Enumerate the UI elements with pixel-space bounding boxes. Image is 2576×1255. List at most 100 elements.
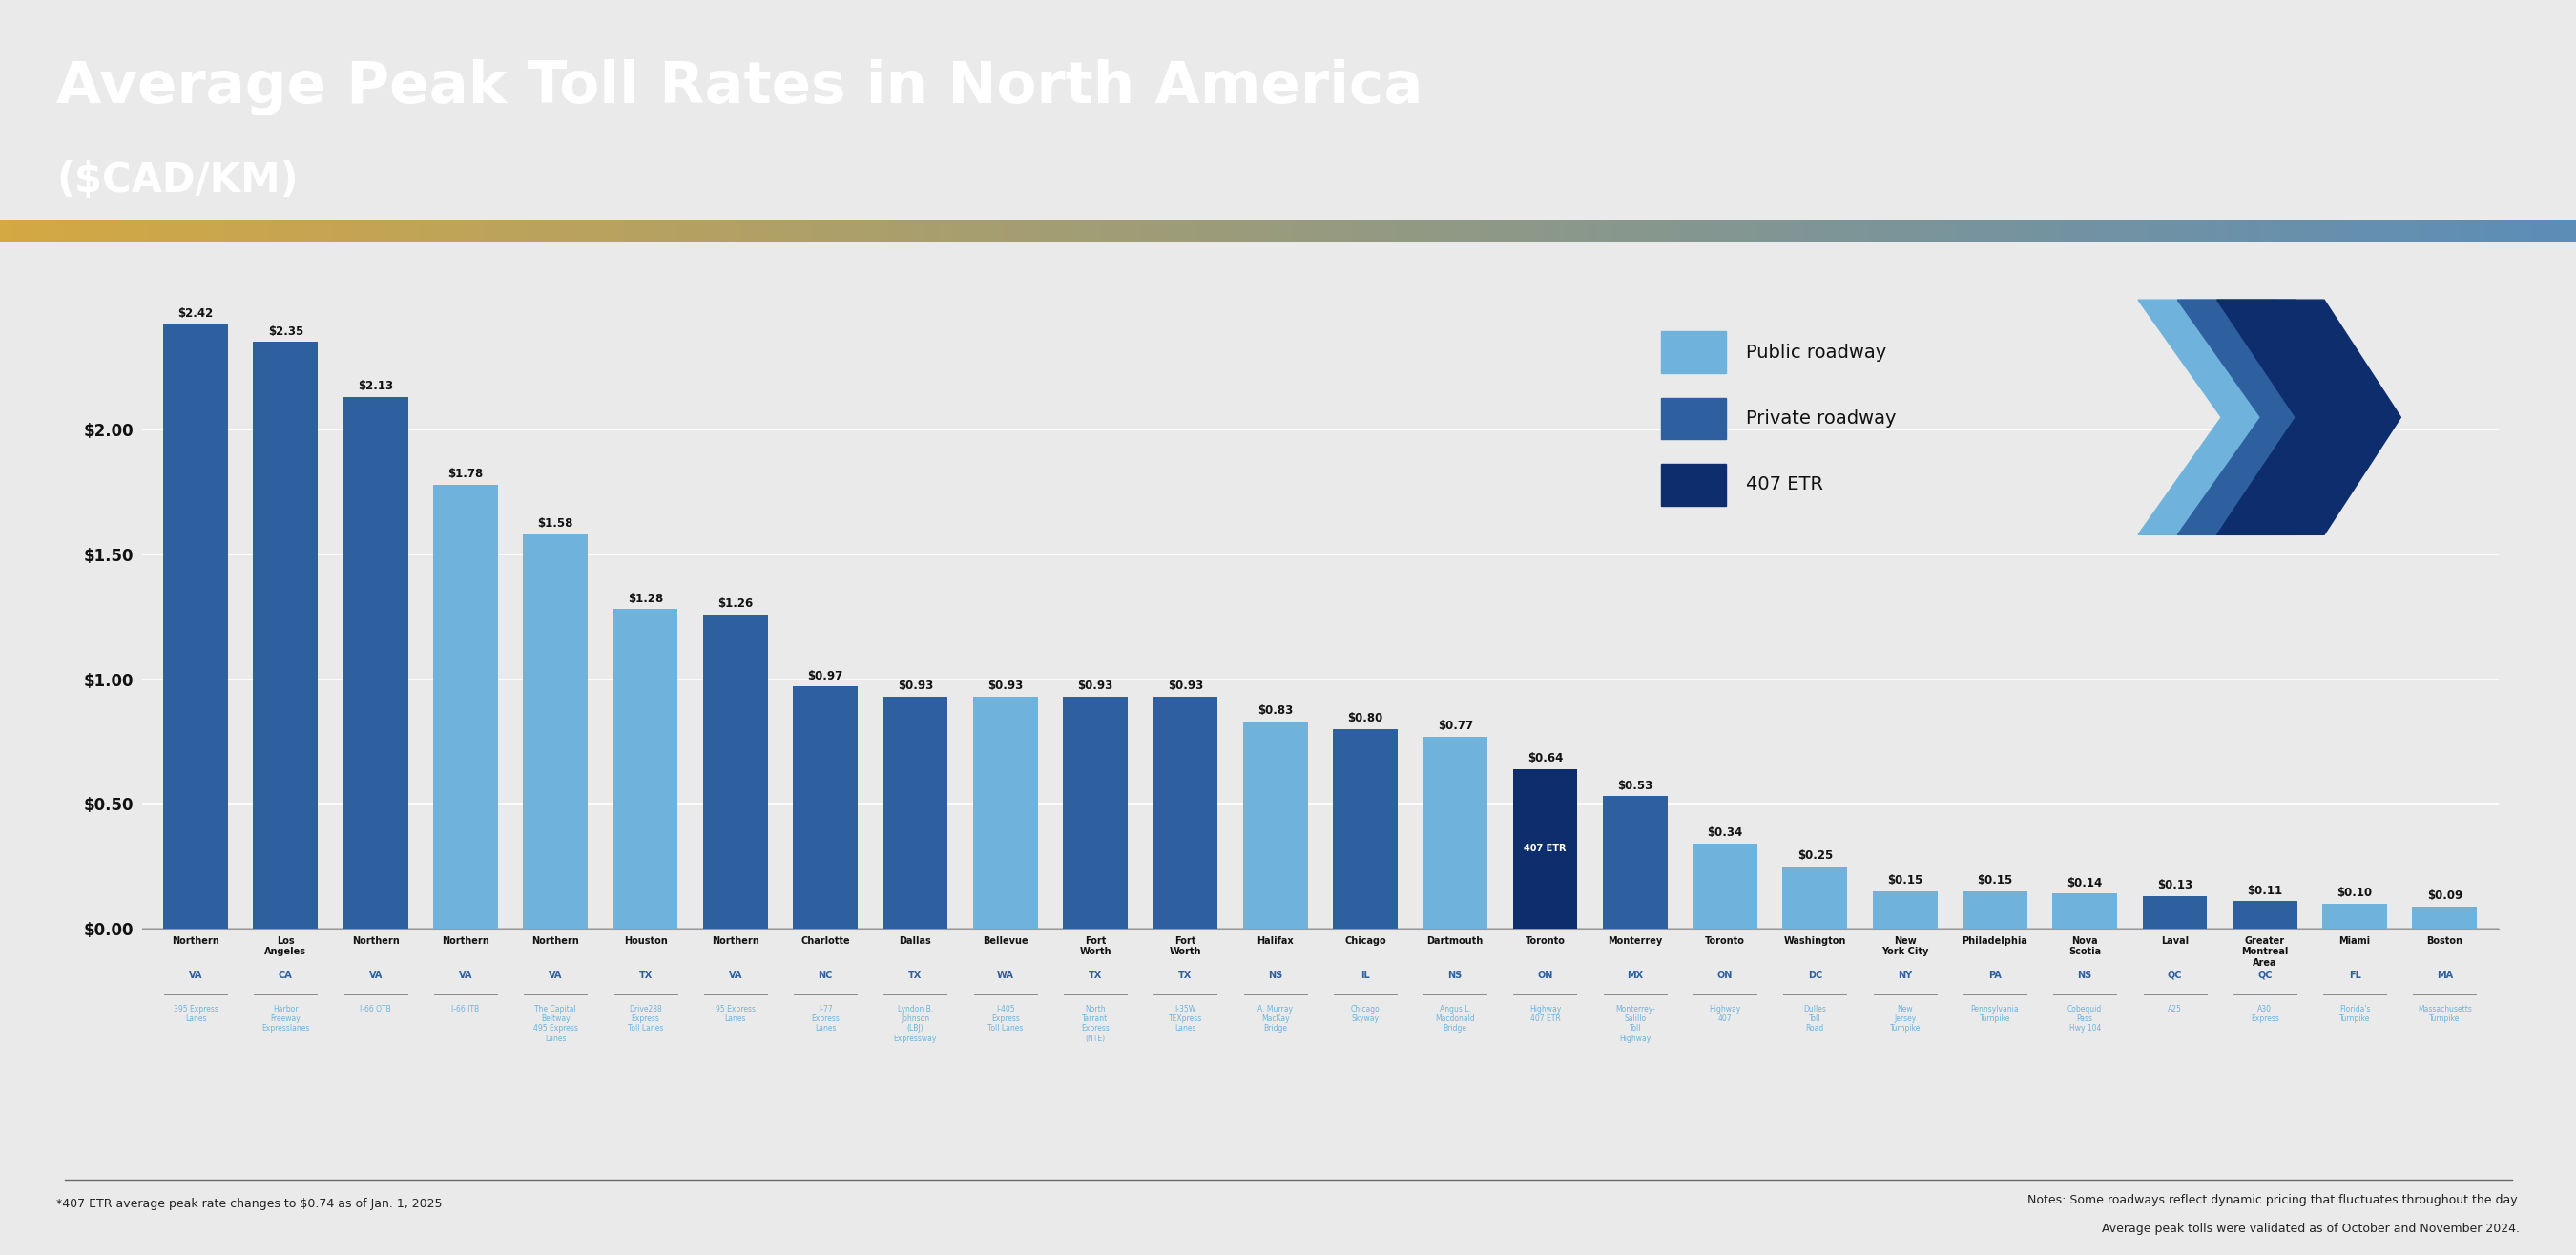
Bar (2228, 220, 2233, 242)
Text: Northern: Northern (531, 936, 580, 945)
Bar (2156, 220, 2164, 242)
Text: $1.78: $1.78 (448, 467, 484, 479)
Bar (1615, 220, 1623, 242)
Text: Drive288
Express
Toll Lanes: Drive288 Express Toll Lanes (629, 1004, 662, 1033)
Bar (386, 220, 392, 242)
Bar (2254, 220, 2262, 242)
Bar (1267, 220, 1275, 242)
Bar (129, 220, 134, 242)
Text: Dulles
Toll
Road: Dulles Toll Road (1803, 1004, 1826, 1033)
Bar (1139, 220, 1146, 242)
Bar (1121, 220, 1128, 242)
Bar (2262, 220, 2267, 242)
Bar (734, 220, 739, 242)
Text: MX: MX (1628, 970, 1643, 980)
Bar (1275, 220, 1283, 242)
Bar (2537, 220, 2543, 242)
Bar (1713, 220, 1718, 242)
Bar (283, 220, 289, 242)
Bar (997, 220, 1005, 242)
Bar (343, 397, 407, 929)
Bar (64, 220, 72, 242)
Text: TX: TX (1090, 970, 1103, 980)
Bar (1520, 220, 1525, 242)
Bar (1056, 220, 1061, 242)
Bar (1950, 220, 1958, 242)
Bar (2014, 220, 2022, 242)
Bar (314, 220, 322, 242)
Bar (1901, 220, 1906, 242)
Text: Northern: Northern (173, 936, 219, 945)
Text: Houston: Houston (623, 936, 667, 945)
Bar (1018, 220, 1023, 242)
Bar (1783, 220, 1790, 242)
Bar (1422, 220, 1430, 242)
Bar (1558, 220, 1566, 242)
Bar (1886, 220, 1893, 242)
Bar (1824, 220, 1829, 242)
Bar (1752, 220, 1757, 242)
Text: $0.14: $0.14 (2066, 877, 2102, 890)
Bar (2066, 220, 2074, 242)
Text: VA: VA (549, 970, 562, 980)
Text: Dartmouth: Dartmouth (1427, 936, 1484, 945)
Bar (489, 220, 495, 242)
Bar (1103, 220, 1108, 242)
Text: New
Jersey
Turnpike: New Jersey Turnpike (1891, 1004, 1919, 1033)
Text: $0.13: $0.13 (2156, 880, 2192, 892)
Bar (1010, 220, 1018, 242)
Polygon shape (2138, 300, 2357, 535)
Text: I-77
Express
Lanes: I-77 Express Lanes (811, 1004, 840, 1033)
Bar (433, 484, 497, 929)
Text: ($CAD/KM): ($CAD/KM) (57, 161, 299, 201)
Bar (1306, 220, 1314, 242)
Bar (237, 220, 245, 242)
Bar (1370, 220, 1378, 242)
Bar (1481, 220, 1489, 242)
Bar (26, 220, 31, 242)
Bar (1937, 220, 1945, 242)
Text: NS: NS (1448, 970, 1463, 980)
Bar (2164, 220, 2169, 242)
Bar (2524, 220, 2530, 242)
Bar (1412, 220, 1417, 242)
Bar (541, 220, 546, 242)
Bar (1151, 220, 1159, 242)
Bar (2143, 896, 2208, 929)
Text: $0.15: $0.15 (1978, 875, 2012, 887)
Text: NS: NS (1267, 970, 1283, 980)
Bar (1437, 220, 1443, 242)
Bar (2465, 220, 2473, 242)
Bar (1847, 220, 1855, 242)
Bar (528, 220, 536, 242)
Text: ON: ON (1538, 970, 1553, 980)
Bar (1345, 220, 1352, 242)
Bar (52, 220, 57, 242)
Bar (2324, 904, 2388, 929)
Bar (2313, 220, 2318, 242)
Text: $0.09: $0.09 (2427, 890, 2463, 902)
Bar (773, 220, 778, 242)
Bar (72, 220, 77, 242)
Bar (1610, 220, 1615, 242)
Text: $2.13: $2.13 (358, 380, 394, 393)
Bar (842, 220, 850, 242)
Bar (39, 220, 46, 242)
Bar (1507, 220, 1515, 242)
Text: 95 Express
Lanes: 95 Express Lanes (716, 1004, 755, 1023)
Bar (1984, 220, 1989, 242)
Bar (1082, 220, 1087, 242)
Bar (953, 220, 958, 242)
Bar (2486, 220, 2491, 242)
Bar (876, 220, 881, 242)
Text: TX: TX (909, 970, 922, 980)
Bar (2293, 220, 2298, 242)
Bar (979, 220, 984, 242)
Bar (515, 220, 520, 242)
Text: Northern: Northern (353, 936, 399, 945)
Bar (2550, 220, 2555, 242)
Bar (2409, 220, 2416, 242)
Text: Dallas: Dallas (899, 936, 933, 945)
Text: $0.64: $0.64 (1528, 752, 1564, 764)
Bar (270, 220, 278, 242)
